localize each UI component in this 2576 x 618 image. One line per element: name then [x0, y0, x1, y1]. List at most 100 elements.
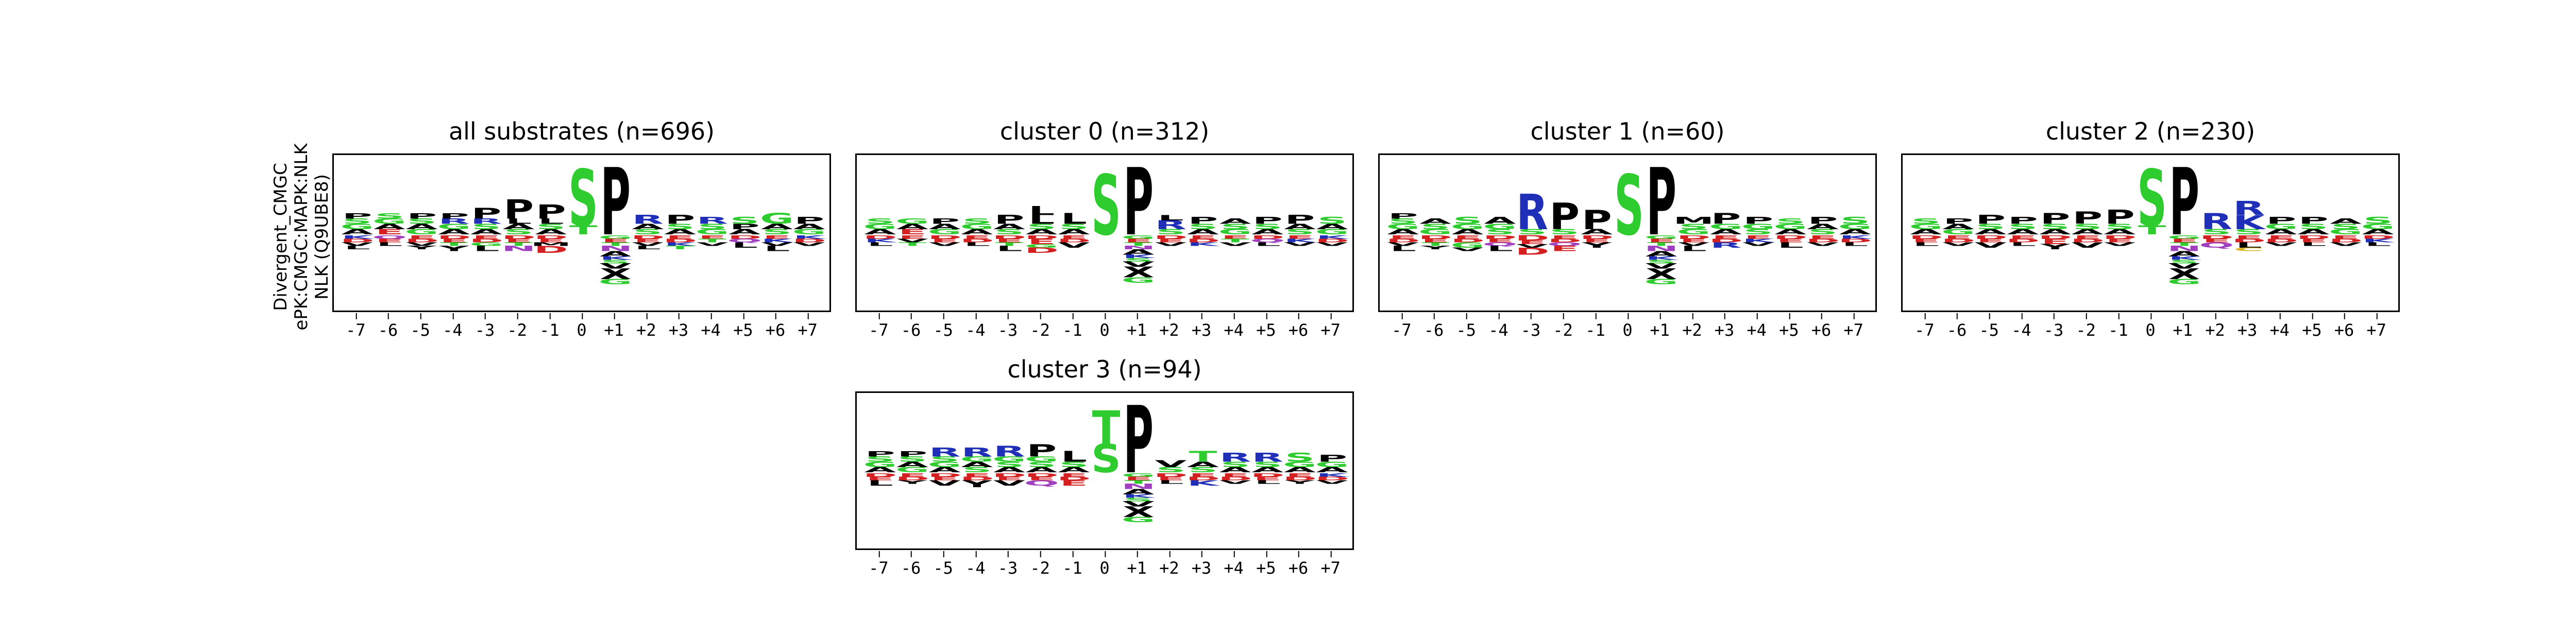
residue-E: E	[376, 238, 404, 244]
residue-D: D	[469, 238, 503, 244]
x-tick-label: +6	[2334, 313, 2354, 340]
residue-A: A	[2039, 228, 2072, 236]
residue-R: R	[2233, 197, 2265, 220]
residue-V: V	[929, 479, 961, 488]
residue-T: T	[440, 242, 468, 247]
residue-A: A	[1284, 466, 1316, 474]
panel-title: cluster 3 (n=94)	[1007, 355, 1202, 383]
x-tick-label: +2	[636, 313, 656, 340]
residue-D: D	[663, 238, 697, 244]
residue-M: M	[530, 242, 571, 247]
residue-G: G	[895, 217, 929, 226]
x-tick-label: +7	[1320, 551, 1341, 578]
residue-P: P	[2105, 206, 2135, 229]
x-tick-label: -6	[1423, 313, 1444, 340]
residue-V: V	[993, 479, 1026, 488]
residue-Y: Y	[897, 479, 928, 485]
logo-panel-2: cluster 1 (n=60) A G S P E D V L G S A D E T Y A G S E D G V S G…	[1378, 112, 1877, 358]
residue-R: R	[438, 217, 470, 226]
residue-A: A	[1219, 217, 1252, 226]
x-tick-label: +6	[1288, 551, 1309, 578]
residue-D: D	[992, 234, 1026, 240]
residue-P: P	[439, 212, 469, 220]
residue-L: L	[1158, 479, 1184, 485]
residue-E: E	[376, 228, 404, 236]
x-tick-label: -1	[539, 313, 560, 340]
residue-V: V	[1123, 500, 1155, 509]
residue-P: P	[1123, 393, 1154, 494]
residue-A: A	[2168, 250, 2201, 259]
residue-V: V	[1316, 242, 1348, 247]
x-tick-label: +7	[1320, 313, 1341, 340]
residue-S: S	[1156, 466, 1185, 474]
residue-S: S	[1188, 222, 1218, 231]
x-tick-label: -2	[1030, 551, 1050, 578]
residue-P: P	[2298, 215, 2329, 226]
residue-V: V	[406, 242, 438, 247]
residue-S: S	[698, 222, 727, 231]
x-tick-label: +1	[1127, 551, 1147, 578]
residue-E: E	[1060, 472, 1088, 478]
residue-S: S	[994, 228, 1024, 236]
residue-E: E	[1647, 238, 1675, 244]
residue-N: N	[2167, 245, 2201, 253]
residue-A: A	[600, 250, 632, 259]
residue-T: T	[2138, 223, 2166, 237]
residue-S: S	[1091, 158, 1121, 254]
residue-V: V	[1155, 458, 1187, 469]
residue-T: T	[899, 242, 927, 247]
residue-D: D	[1450, 238, 1484, 244]
residue-L: L	[1390, 245, 1416, 253]
y-axis-label-text: Divergent_CMGC ePK:CMGC:MAPK:NLK NLK (Q9…	[270, 143, 332, 330]
residue-D: D	[1186, 238, 1220, 244]
residue-R: R	[1155, 218, 1187, 232]
residue-E: E	[1157, 476, 1185, 482]
residue-A: A	[341, 228, 374, 236]
residue-K: K	[1742, 238, 1776, 244]
residue-L: L	[505, 217, 532, 226]
x-tick-label: +5	[1779, 313, 1799, 340]
x-tick-label: -5	[1456, 313, 1476, 340]
residue-D: D	[2361, 234, 2395, 240]
residue-V: V	[600, 262, 632, 271]
residue-E: E	[1976, 238, 2005, 244]
residue-S: S	[1285, 228, 1315, 236]
residue-S: S	[1221, 222, 1250, 231]
x-tick-label: +2	[1159, 551, 1179, 578]
y-axis-label-line-3: NLK (Q9UBE8)	[312, 174, 332, 300]
residue-R: R	[1252, 451, 1284, 465]
residue-E: E	[1189, 234, 1217, 240]
x-tick-label: -6	[378, 313, 398, 340]
x-axis-ticks: -7 -6 -5 -4 -3 -2 -1 0 +1 +2 +3 +4 +5 +6 +7	[855, 313, 1354, 341]
panel-title: cluster 1 (n=60)	[1530, 117, 1725, 145]
residue-T: T	[569, 223, 598, 237]
residue-A: A	[1187, 228, 1219, 236]
residue-A: A	[1058, 466, 1090, 474]
residue-S: S	[1252, 460, 1282, 469]
residue-G: G	[1386, 222, 1420, 231]
residue-P: P	[1549, 195, 1580, 237]
residue-V: V	[1058, 241, 1090, 250]
residue-A: A	[1419, 217, 1452, 226]
residue-L: L	[1028, 204, 1055, 218]
residue-X: X	[2168, 266, 2200, 283]
residue-E: E	[930, 476, 959, 482]
residue-S: S	[1027, 222, 1057, 231]
residue-V: V	[2072, 241, 2104, 250]
residue-L: L	[867, 479, 893, 488]
residue-A: A	[503, 222, 535, 231]
x-tick-label: -2	[1553, 313, 1573, 340]
residue-T: T	[1421, 242, 1450, 247]
x-tick-label: +3	[1191, 551, 1212, 578]
residue-S: S	[1091, 437, 1121, 482]
residue-D: D	[1676, 234, 1710, 240]
residue-D: D	[631, 234, 665, 240]
residue-S: S	[2073, 222, 2103, 231]
logo-panel-1: cluster 0 (n=312) A G S D K L E A G E V T G A P D E V A G S E D…	[855, 112, 1354, 358]
residue-E: E	[1583, 238, 1611, 244]
residue-A: A	[1284, 222, 1316, 231]
residue-G: G	[1418, 228, 1452, 236]
x-tick-label: -3	[997, 313, 1018, 340]
residue-A: A	[1123, 488, 1155, 496]
